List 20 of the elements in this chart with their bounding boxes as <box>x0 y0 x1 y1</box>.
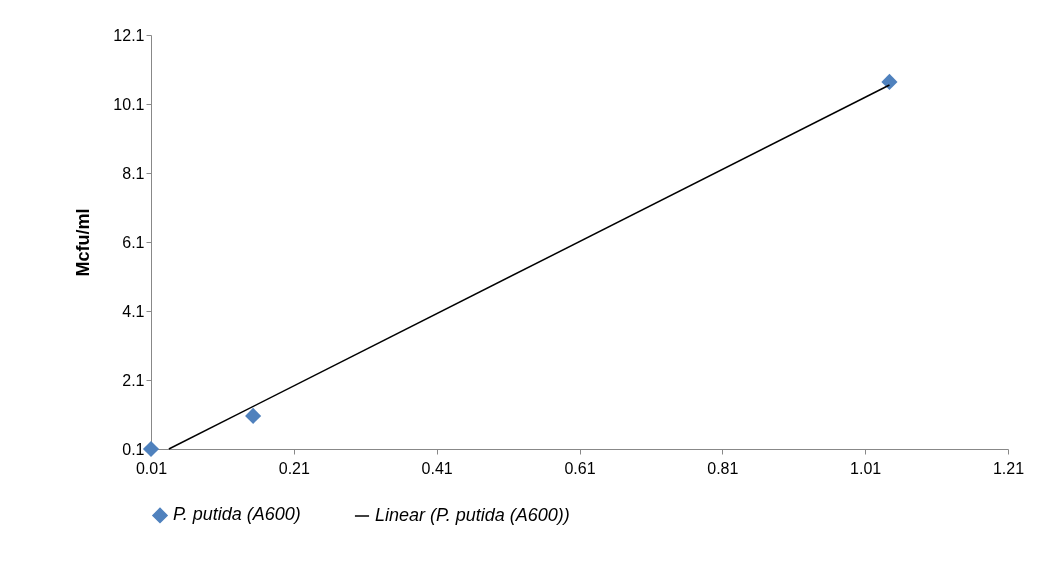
x-tick-label: 0.01 <box>135 459 168 477</box>
y-tick-label: 4.1 <box>122 302 145 320</box>
point <box>881 73 898 90</box>
x-tick-label: 0.41 <box>421 459 453 477</box>
y-tick-label: 12.1 <box>113 26 145 44</box>
y-tick-label: 6.1 <box>122 233 145 251</box>
y-tick-label: 8.1 <box>122 164 145 182</box>
x-tick-label: 0.61 <box>564 459 596 477</box>
point <box>245 407 262 424</box>
point <box>142 440 160 458</box>
y-tick-label: 2.1 <box>122 371 145 389</box>
legend-label: P. putida (A600) <box>173 504 301 525</box>
y-tick-label: 10.1 <box>113 95 145 113</box>
y-axis-title: Mcfu/ml <box>73 208 94 277</box>
y-tick-label: 0.1 <box>122 440 145 458</box>
x-tick-label: 1.21 <box>992 459 1025 477</box>
legend-label: Linear (P. putida (A600)) <box>375 505 570 525</box>
x-tick-label: 0.21 <box>278 459 311 477</box>
x-tick-label: 0.81 <box>707 459 739 477</box>
x-tick-label: 1.01 <box>850 459 882 477</box>
